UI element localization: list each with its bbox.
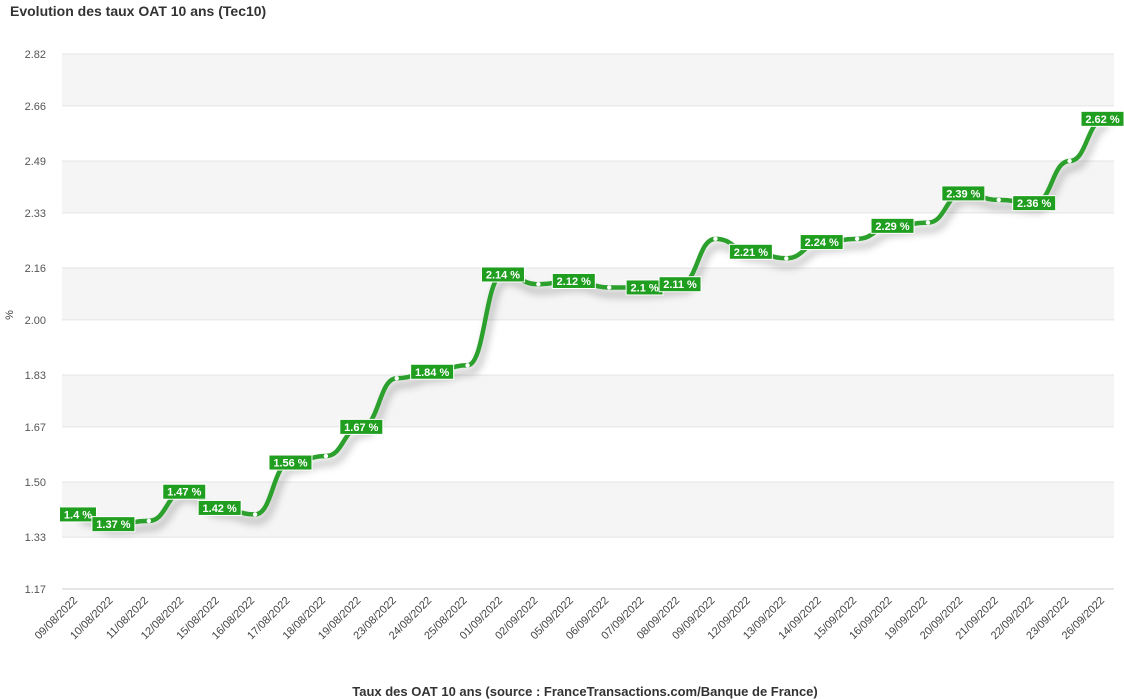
data-label: 1.47 % xyxy=(167,487,201,499)
data-label-box xyxy=(410,363,455,380)
data-label-box xyxy=(59,506,97,523)
y-tick-label: 2.16 xyxy=(25,263,46,275)
y-tick-label: 1.50 xyxy=(25,477,46,489)
y-tick-label: 2.49 xyxy=(25,156,46,168)
data-label: 2.1 % xyxy=(631,282,659,294)
data-point xyxy=(146,518,152,524)
data-point xyxy=(1067,158,1072,164)
data-point xyxy=(607,285,612,290)
y-tick-label: 1.83 xyxy=(25,370,46,382)
data-label-box xyxy=(1012,195,1057,212)
data-point xyxy=(996,197,1001,203)
data-label-box xyxy=(551,272,596,289)
data-point xyxy=(713,236,718,242)
y-tick-label: 2.00 xyxy=(25,315,46,327)
grid-band xyxy=(62,375,1114,427)
data-label-box xyxy=(339,418,384,435)
data-label: 2.36 % xyxy=(1017,198,1051,210)
data-point xyxy=(925,220,931,225)
data-point xyxy=(536,282,541,287)
data-point xyxy=(465,363,470,368)
data-label: 1.67 % xyxy=(344,422,378,434)
grid-band xyxy=(62,161,1114,213)
data-label: 1.4 % xyxy=(64,509,92,521)
data-label-box xyxy=(658,276,702,293)
data-label: 1.37 % xyxy=(96,519,130,531)
data-label-box xyxy=(1080,110,1124,127)
data-label: 2.21 % xyxy=(734,247,768,259)
data-label-box xyxy=(162,483,207,500)
data-label: 2.11 % xyxy=(663,279,697,291)
data-point xyxy=(784,256,789,261)
data-label-box xyxy=(870,217,915,234)
y-tick-label: 2.66 xyxy=(25,101,46,113)
y-tick-label: 2.82 xyxy=(25,49,46,61)
data-label-box xyxy=(799,234,844,251)
data-label-box xyxy=(197,499,242,516)
data-label: 2.12 % xyxy=(557,276,591,288)
x-axis-source-caption: Taux des OAT 10 ans (source : FranceTran… xyxy=(352,684,818,699)
data-label-box xyxy=(728,243,773,260)
grid-band xyxy=(62,54,1114,106)
data-point xyxy=(854,236,860,242)
data-label-box xyxy=(480,266,525,283)
data-label: 1.56 % xyxy=(273,458,307,470)
data-point xyxy=(252,512,258,517)
data-label: 1.84 % xyxy=(415,367,449,379)
data-label: 2.62 % xyxy=(1085,114,1119,126)
data-label: 2.14 % xyxy=(486,269,520,281)
data-point xyxy=(394,376,399,381)
data-label: 2.24 % xyxy=(805,237,839,249)
data-label-box xyxy=(268,454,313,471)
data-label: 2.29 % xyxy=(875,221,909,233)
data-label-box xyxy=(91,516,136,533)
data-point xyxy=(323,453,329,459)
data-label: 2.39 % xyxy=(946,188,980,200)
y-tick-label: 1.33 xyxy=(25,532,46,544)
y-tick-label: 2.33 xyxy=(25,208,46,220)
y-tick-label: 1.67 xyxy=(25,422,46,434)
data-label-box xyxy=(941,185,986,202)
y-tick-label: 1.17 xyxy=(25,584,46,596)
chart-title: Evolution des taux OAT 10 ans (Tec10) xyxy=(10,3,267,19)
data-label: 1.42 % xyxy=(203,503,237,515)
